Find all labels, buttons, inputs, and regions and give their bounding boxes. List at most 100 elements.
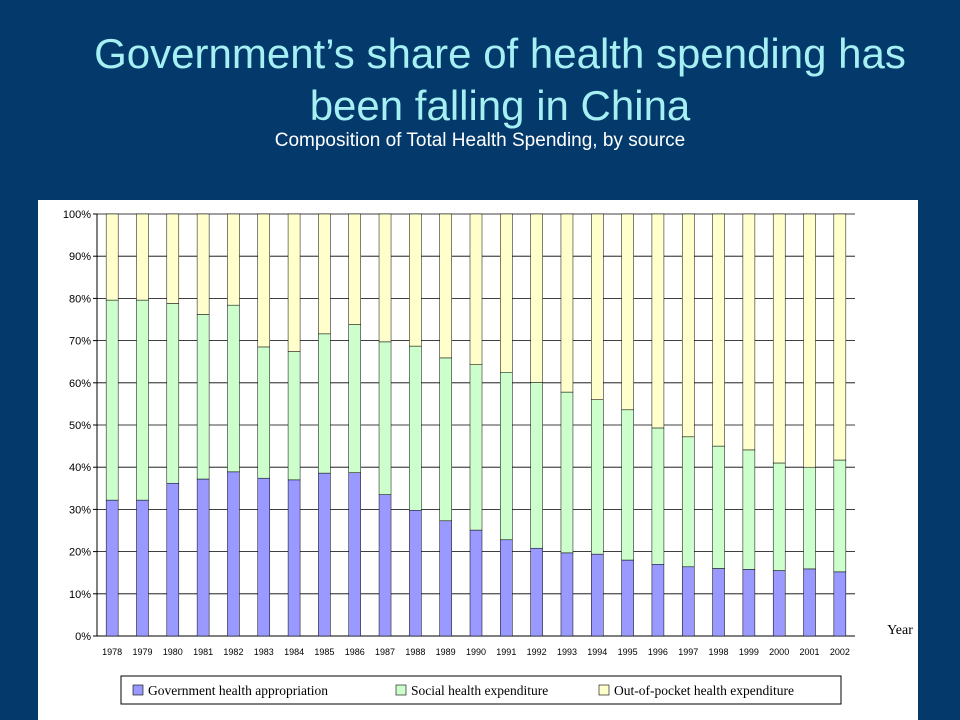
x-tick-label: 1996 (648, 647, 668, 657)
bar-segment (500, 372, 513, 541)
bar-segment (833, 459, 847, 573)
bar-segment (772, 570, 786, 637)
x-tick-label: 1993 (557, 647, 577, 657)
bar-segment (742, 213, 756, 451)
bar-segment (500, 539, 513, 637)
bar-segment (803, 568, 816, 637)
bar-segment (318, 333, 331, 474)
bar-segment (742, 449, 756, 570)
x-tick-label: 1982 (223, 647, 243, 657)
x-tick-label: 1988 (405, 647, 425, 657)
legend-box (120, 675, 842, 705)
slide-title-line1: Government’s share of health spending ha… (94, 30, 906, 77)
bar-segment (166, 213, 180, 304)
bar-segment (621, 409, 634, 561)
legend-label: Government health appropriation (148, 683, 328, 698)
x-axis-title: Year (887, 623, 913, 638)
bar-segment (469, 529, 483, 637)
x-tick-label: 1987 (375, 647, 395, 657)
x-tick-label: 1985 (314, 647, 334, 657)
bar-segment (318, 213, 331, 335)
bar-segment (136, 299, 149, 501)
bar-segment (530, 382, 543, 549)
bar-segment (560, 552, 574, 637)
legend-label: Social health expenditure (411, 683, 548, 698)
bar-segment (409, 213, 422, 347)
bar-segment (772, 462, 786, 571)
bar-segment (378, 341, 392, 495)
bar-segment (772, 213, 786, 464)
y-tick-label: 20% (69, 547, 91, 559)
bar-segment (500, 213, 513, 373)
bar-segment (105, 499, 119, 637)
bar-segment (196, 213, 210, 315)
x-tick-label: 1999 (739, 647, 759, 657)
bar-segment (227, 471, 240, 637)
bar-segment (651, 213, 665, 429)
x-tick-label: 1983 (254, 647, 274, 657)
bar-segment (591, 553, 604, 637)
bar-segment (105, 299, 119, 501)
slide-title: Government’s share of health spending ha… (60, 28, 940, 132)
bar-segment (196, 314, 210, 480)
y-tick-label: 10% (69, 589, 91, 601)
bar-segment (378, 494, 392, 637)
bar-segment (651, 427, 665, 565)
bar-segment (439, 213, 452, 359)
x-tick-label: 1981 (193, 647, 213, 657)
bar-segment (742, 569, 756, 637)
bar-segment (712, 568, 725, 637)
bar-segment (227, 213, 240, 306)
bar-segment (681, 566, 695, 637)
bar-segment (621, 213, 634, 411)
bar-segment (712, 445, 725, 569)
slide-title-line2: been falling in China (309, 82, 691, 129)
x-tick-label: 2001 (800, 647, 820, 657)
bar-segment (833, 213, 847, 461)
y-tick-label: 50% (69, 420, 91, 432)
legend-label: Out-of-pocket health expenditure (614, 683, 794, 698)
x-tick-label: 1995 (618, 647, 638, 657)
bar-segment (803, 213, 816, 468)
bar-segment (591, 213, 604, 400)
bar-segment (348, 213, 361, 325)
x-tick-label: 1978 (102, 647, 122, 657)
bar-segment (439, 357, 452, 522)
bar-segment (287, 479, 301, 637)
bar-segment (136, 499, 149, 637)
x-tick-label: 1991 (496, 647, 516, 657)
bar-segment (257, 346, 271, 479)
x-tick-label: 1979 (132, 647, 152, 657)
bar-segment (591, 399, 604, 555)
y-tick-label: 40% (69, 462, 91, 474)
bar-segment (409, 509, 422, 637)
bar-segment (681, 436, 695, 568)
bar-segment (530, 547, 543, 637)
x-tick-label: 1990 (466, 647, 486, 657)
bar-segment (469, 364, 483, 531)
y-tick-label: 60% (69, 378, 91, 390)
x-tick-label: 1998 (709, 647, 729, 657)
bar-segment (348, 472, 361, 637)
x-tick-label: 2000 (769, 647, 789, 657)
bar-segment (560, 213, 574, 393)
legend-swatch (395, 684, 407, 696)
x-tick-label: 1994 (587, 647, 607, 657)
bar-segment (166, 482, 180, 637)
x-tick-label: 1989 (436, 647, 456, 657)
legend-swatch (598, 684, 610, 696)
bar-segment (105, 213, 119, 301)
chart-panel: 0% 10% 20% 30% 40% 50% 60% 70% 80% 90% 100% 1978 197… (38, 200, 918, 720)
bar-segment (803, 466, 816, 570)
x-tick-label: 1984 (284, 647, 304, 657)
y-tick-label: 100% (63, 209, 91, 221)
bar-segment (136, 213, 149, 301)
y-tick-label: 90% (69, 251, 91, 263)
bar-segment (469, 213, 483, 365)
bar-segment (530, 213, 543, 383)
bar-segment (257, 477, 271, 637)
bar-segment (681, 213, 695, 438)
bar-segment (227, 304, 240, 473)
bar-segment (560, 391, 574, 554)
bar-segment (651, 564, 665, 637)
